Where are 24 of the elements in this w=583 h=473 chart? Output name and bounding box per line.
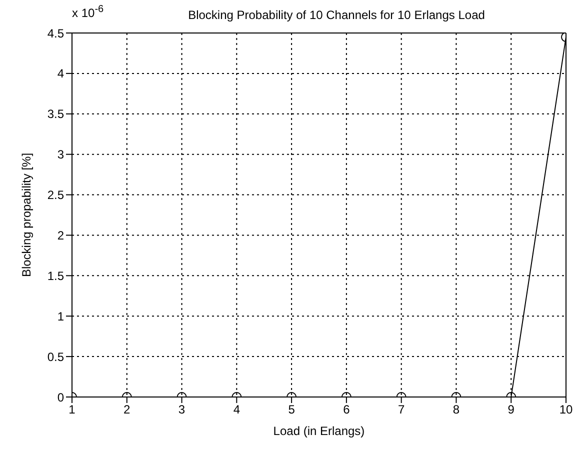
y-tick-label: 1.5 bbox=[47, 268, 64, 283]
y-tick-label: 3.5 bbox=[47, 107, 64, 122]
chart-title: Blocking Probability of 10 Channels for 10 Erlangs Load bbox=[188, 8, 485, 22]
x-tick-label: 9 bbox=[508, 402, 515, 417]
x-tick-label: 3 bbox=[178, 402, 186, 417]
y-tick-label: 4 bbox=[57, 66, 64, 81]
x-tick-label: 1 bbox=[68, 402, 76, 417]
x-tick-label: 5 bbox=[288, 402, 296, 417]
y-tick-label: 4.5 bbox=[47, 26, 64, 40]
y-tick-label: 2 bbox=[57, 228, 64, 242]
x-tick-label: 2 bbox=[124, 402, 131, 417]
x-axis-title: Load (in Erlangs) bbox=[273, 424, 365, 438]
x-tick-label: 8 bbox=[452, 402, 460, 417]
y-tick-label: 0 bbox=[57, 390, 64, 404]
y-tick-label: 0.5 bbox=[47, 350, 64, 364]
text: x 10$^{-6}$ bbox=[72, 4, 104, 20]
y-tick-label: 3 bbox=[57, 148, 64, 162]
y-tick-label: 1 bbox=[57, 309, 64, 324]
x-tick-label: 6 bbox=[343, 402, 350, 417]
x-tick-label: 7 bbox=[398, 402, 405, 417]
x-tick-label: 4 bbox=[233, 402, 240, 417]
y-axis-title: Blocking propability [%] bbox=[19, 152, 34, 278]
x-tick-label: 10 bbox=[559, 402, 573, 417]
y-tick-label: 2.5 bbox=[47, 188, 64, 202]
